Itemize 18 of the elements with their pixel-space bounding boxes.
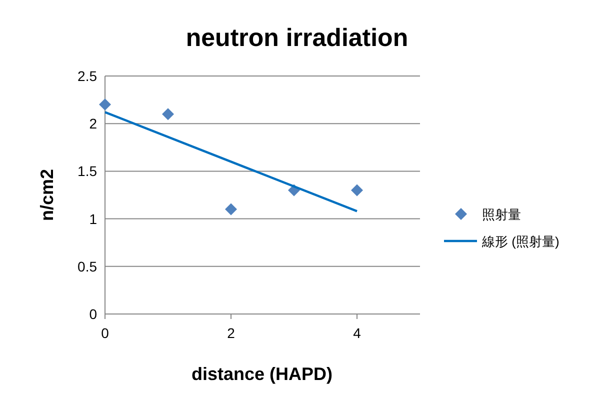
point — [351, 184, 363, 196]
y-tick-label: 0 — [89, 306, 98, 322]
y-tick-label: 2.5 — [78, 68, 98, 84]
point — [225, 203, 237, 216]
y-tick-label: 1.5 — [78, 163, 98, 180]
point — [162, 108, 174, 120]
point — [99, 98, 111, 111]
legend-label: 線形 (照射量) — [481, 234, 560, 249]
legend-label: 照射量 — [482, 207, 521, 222]
chart-title: neutron irradiation — [186, 24, 408, 52]
y-axis-title: n/cm2 — [37, 168, 57, 222]
y-tick-label: 2 — [89, 116, 98, 132]
y-tick-label: 0.5 — [78, 258, 98, 274]
x-tick-label: 2 — [227, 325, 236, 341]
x-tick-label: 0 — [101, 325, 110, 341]
x-axis-title: distance (HAPD) — [191, 364, 333, 384]
y-tick-label: 1 — [89, 210, 98, 227]
x-tick-label: 4 — [353, 325, 362, 341]
